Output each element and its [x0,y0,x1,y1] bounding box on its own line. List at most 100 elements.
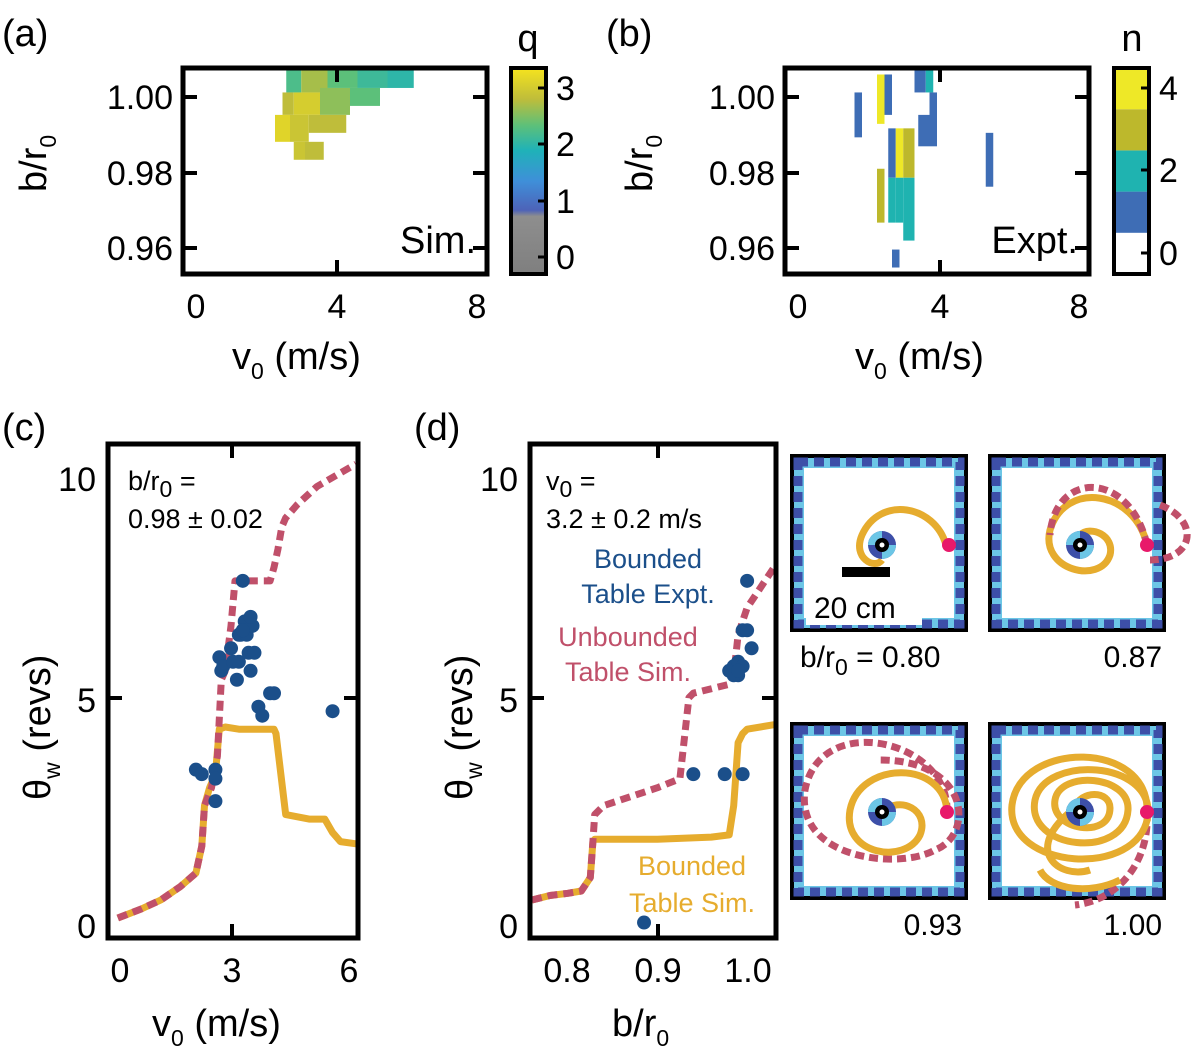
inset-100-label: 1.00 [1104,909,1162,942]
expt-point-22 [255,708,270,723]
expt-point-27 [243,609,258,624]
panel-d-ylabel: θw (revs) [439,655,487,800]
panel-d-note-value: 3.2 ± 0.2 m/s [546,504,702,534]
panel-b-ytick-098: 0.98 [709,155,775,193]
panel-a-ytick-100: 1.00 [107,79,173,117]
legend-unbounded-sim-1: Unbounded [558,622,698,652]
panel-d-ytick-0: 0 [499,908,518,946]
colorbar-n-band-3 [1114,109,1149,151]
colorbar-n-tick-2: 2 [1159,152,1178,190]
heat-cell-4 [884,74,892,115]
panel-c-plot [116,460,358,922]
heat-cell-14 [305,141,324,160]
expt-point-24 [267,686,281,701]
panel-c-label: (c) [2,407,46,449]
expt-point-28 [325,704,340,719]
inset-080: 20 cm b/r0 = 0.80 [790,454,968,680]
panel-d: (d) 0.8 0.9 1.0 10 5 0 v0 = 3.2 ± 0.2 m/… [414,407,779,1051]
series-bounded-table-sim [116,723,357,922]
colorbar-q-tick-0: 0 [556,239,575,277]
expt-point-14 [235,573,250,588]
inset-093-label: 0.93 [904,909,962,942]
panel-a-xtick-4: 4 [328,288,347,326]
legend-bounded-expt-2: Table Expt. [581,579,715,609]
legend-bounded-expt-1: Bounded [594,544,702,574]
panel-d-ytick-5: 5 [499,682,518,720]
heat-cell-13 [293,141,305,160]
panel-b-ylabel: b/r0 [619,135,667,192]
panel-d-plot [531,565,777,930]
panel-c-ylabel: θw (revs) [17,655,65,800]
expt-point-4 [208,794,223,809]
panel-b-xtick-8: 8 [1070,288,1089,326]
heat-cell-6 [888,177,896,223]
legend-bounded-sim-2: Table Sim. [629,888,755,918]
panel-b-xlabel: v0 (m/s) [855,336,984,384]
expt-point-15 [731,663,746,678]
inset-087-wheel [1066,531,1094,559]
inset-100-trajectory [1008,753,1152,893]
heat-cell-1 [854,92,862,138]
heat-cell-9 [895,177,904,223]
legend-bounded-sim-1: Bounded [638,851,746,881]
expt-point-25 [208,771,223,786]
inset-100-ball [1140,805,1154,819]
heat-cell-1 [286,70,302,93]
heat-cell-7 [892,249,900,268]
panel-d-xtick-09: 0.9 [634,952,681,990]
panel-a-note: Sim. [400,220,476,262]
heat-cell-16 [985,132,994,187]
colorbar-q-tick-3: 3 [556,70,575,108]
heat-cell-5 [888,128,896,178]
inset-080-ball [942,538,956,552]
inset-080-wheel [868,531,896,559]
heat-cell-12 [914,70,926,93]
panel-d-ticks [530,444,776,938]
inset-080-trajectory [856,506,950,567]
inset-080-label: b/r0 = 0.80 [800,641,940,680]
panel-c-ytick-10: 10 [58,461,96,499]
panel-b-ticks [785,68,1089,274]
panel-d-frame [527,441,779,941]
panel-a-xtick-8: 8 [468,288,487,326]
panel-a-label: (a) [2,13,48,55]
colorbar-n-tick-4: 4 [1159,70,1178,108]
panel-b-xtick-0: 0 [789,288,808,326]
heat-cell-4 [357,70,388,88]
panel-a-colorbar [509,66,548,276]
inset-087-unbounded [1046,483,1191,564]
expt-point-12 [231,654,246,669]
panel-d-label: (d) [414,407,460,449]
panel-b-label: (b) [606,13,652,55]
panel-c-ytick-0: 0 [77,908,96,946]
inset-093: 0.93 [790,722,968,942]
panel-d-xtick-08: 0.8 [543,952,590,990]
panel-a-ytick-096: 0.96 [107,230,173,268]
heat-cell-12 [308,114,347,133]
heat-cell-8 [320,87,350,115]
heat-cell-9 [350,87,380,106]
panel-a-xtick-0: 0 [187,288,206,326]
heat-cell-15 [929,92,937,147]
expt-point-14 [735,767,750,782]
panel-a-xlabel: v0 (m/s) [232,336,361,384]
panel-b-ytick-100: 1.00 [709,79,775,117]
panel-c-note-value: 0.98 ± 0.02 [128,504,263,534]
inset-087-label: 0.87 [1104,641,1162,674]
panel-b: (b) 0 4 8 1.00 0.98 0.96 Expt. v0 (m/s) … [606,13,1178,384]
expt-point-10 [740,623,755,638]
expt-point-3 [717,767,732,782]
expt-point-10 [229,672,244,687]
inset-093-trajectory [845,769,951,856]
heat-cell-6 [282,92,294,115]
inset-087-trajectory [1045,494,1151,575]
expt-point-2 [686,767,701,782]
heat-cell-11 [290,114,309,142]
panel-c-xtick-3: 3 [223,952,242,990]
colorbar-n-band-1 [1114,191,1149,233]
panel-b-xtick-4: 4 [931,288,950,326]
inset-087: 0.87 [988,454,1191,674]
panel-c-xtick-0: 0 [111,952,130,990]
heat-cell-10 [903,128,915,178]
colorbar-q-label: q [517,18,538,60]
